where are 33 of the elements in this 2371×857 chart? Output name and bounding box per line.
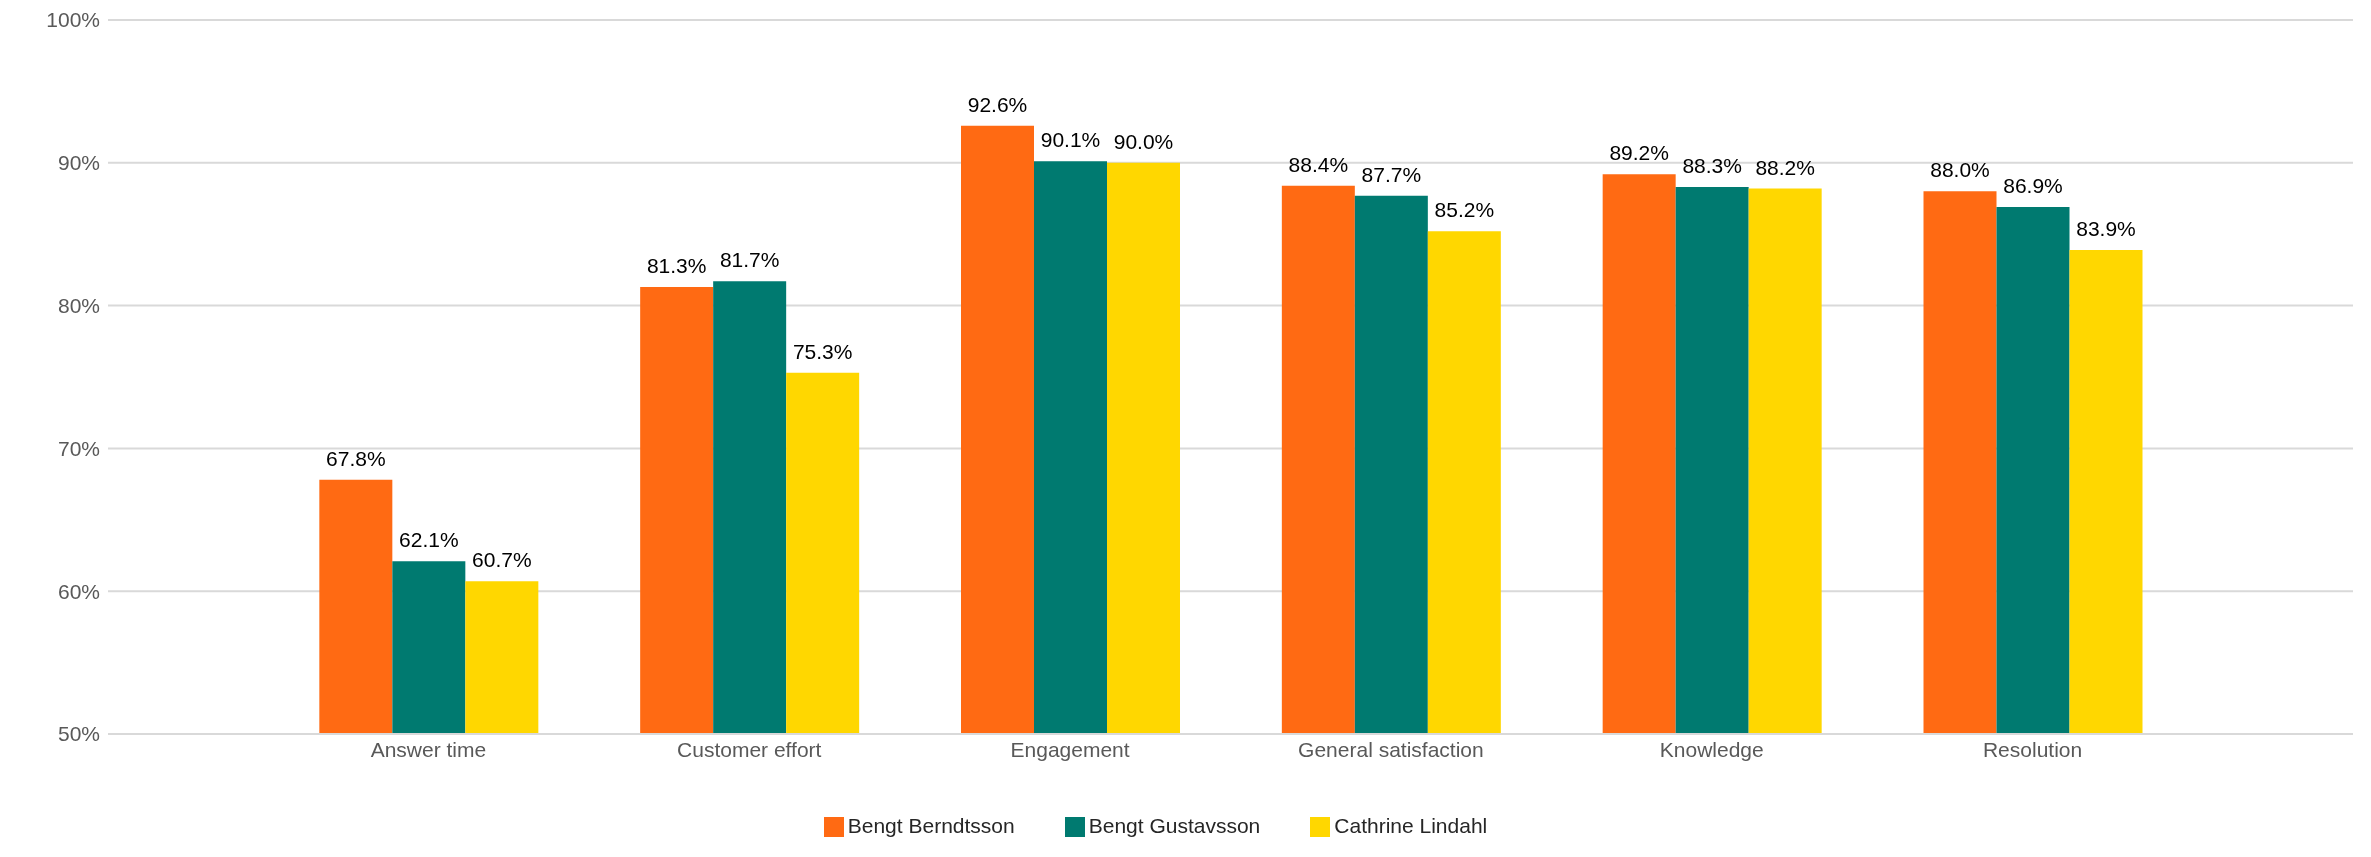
legend-label: Bengt Berndtsson bbox=[847, 814, 1015, 837]
data-label: 81.3% bbox=[646, 254, 707, 278]
y-tick-label: 70% bbox=[57, 436, 100, 460]
y-tick-label: 80% bbox=[57, 294, 100, 318]
y-tick-label: 50% bbox=[57, 722, 100, 746]
y-tick-label: 60% bbox=[57, 579, 100, 603]
data-label: 88.0% bbox=[1930, 158, 1990, 182]
data-label: 87.7% bbox=[1361, 162, 1422, 186]
x-tick-label: Resolution bbox=[1982, 737, 2083, 761]
data-label: 62.1% bbox=[399, 528, 459, 552]
x-tick-label: Answer time bbox=[370, 737, 487, 761]
y-tick-label: 100% bbox=[46, 8, 100, 32]
x-tick-label: Engagement bbox=[1010, 737, 1130, 761]
y-tick-label: 90% bbox=[57, 151, 100, 175]
data-label: 81.7% bbox=[719, 248, 780, 272]
data-label: 67.8% bbox=[326, 446, 386, 470]
x-tick-label: Knowledge bbox=[1659, 737, 1764, 761]
x-tick-label: Customer effort bbox=[677, 737, 822, 761]
data-label: 88.3% bbox=[1682, 154, 1742, 178]
data-label: 92.6% bbox=[967, 92, 1028, 116]
data-label: 90.0% bbox=[1113, 129, 1174, 153]
data-label: 60.7% bbox=[472, 548, 532, 572]
legend-label: Cathrine Lindahl bbox=[1334, 814, 1488, 837]
x-tick-label: General satisfaction bbox=[1298, 737, 1484, 761]
data-label: 85.2% bbox=[1434, 198, 1495, 222]
data-label: 89.2% bbox=[1609, 141, 1669, 165]
data-label: 88.2% bbox=[1755, 155, 1815, 179]
legend-label: Bengt Gustavsson bbox=[1088, 814, 1261, 837]
data-label: 90.1% bbox=[1040, 128, 1101, 152]
data-label: 83.9% bbox=[2076, 216, 2136, 240]
data-label: 75.3% bbox=[792, 339, 853, 363]
data-label: 86.9% bbox=[2003, 174, 2063, 198]
data-label: 88.4% bbox=[1288, 152, 1349, 176]
